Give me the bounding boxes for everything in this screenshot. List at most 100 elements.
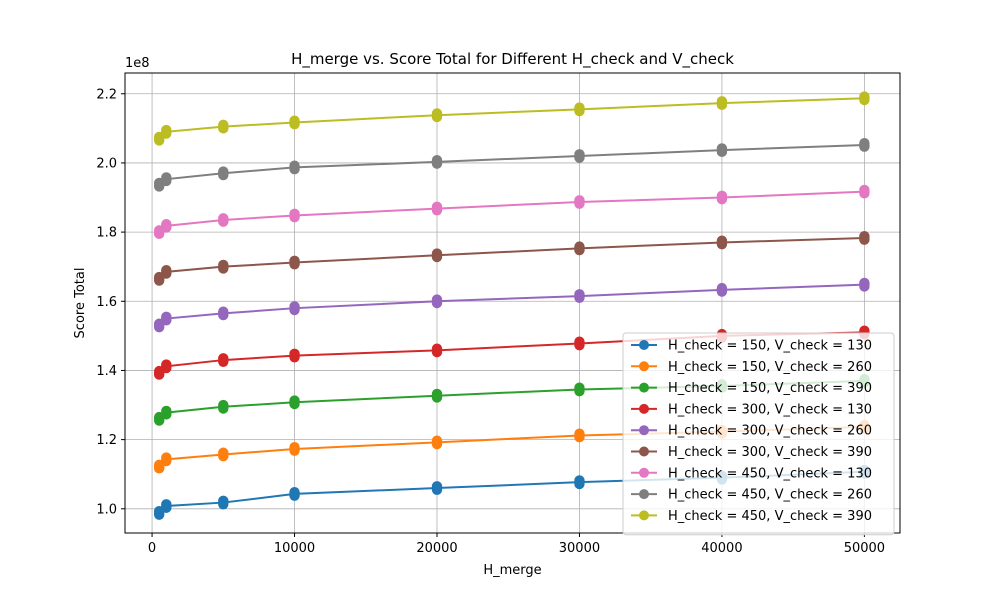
data-point bbox=[431, 388, 443, 400]
series-5 bbox=[153, 277, 870, 333]
legend-item: H_check = 150, V_check = 260 bbox=[631, 360, 872, 375]
legend-label: H_check = 300, V_check = 390 bbox=[668, 445, 872, 460]
data-point bbox=[574, 336, 585, 347]
y-tick-label: 1.2 bbox=[96, 433, 117, 448]
legend-item: H_check = 300, V_check = 130 bbox=[631, 402, 872, 417]
legend-item: H_check = 300, V_check = 390 bbox=[631, 445, 872, 460]
x-tick-label: 10000 bbox=[274, 541, 315, 556]
data-point bbox=[431, 294, 443, 305]
data-point bbox=[218, 259, 229, 271]
legend-item: H_check = 450, V_check = 260 bbox=[631, 488, 872, 503]
y-axis: 1.0 1.2 1.4 1.6 1.8 2.0 2.2 bbox=[96, 87, 125, 517]
plot-frame bbox=[124, 72, 901, 534]
x-tick-label: 50000 bbox=[844, 541, 885, 556]
legend-item: H_check = 450, V_check = 130 bbox=[631, 466, 872, 481]
data-point bbox=[431, 343, 443, 354]
data-point bbox=[716, 282, 728, 294]
data-point bbox=[431, 154, 443, 166]
data-point bbox=[859, 138, 870, 149]
data-point bbox=[859, 231, 870, 242]
y-tick-label: 1.0 bbox=[96, 502, 117, 517]
data-point bbox=[859, 277, 870, 289]
series-line bbox=[158, 143, 865, 186]
data-point bbox=[218, 495, 229, 507]
data-point bbox=[218, 166, 229, 177]
x-tick-label: 40000 bbox=[701, 541, 742, 556]
legend-swatch-marker bbox=[639, 340, 649, 350]
x-axis-label: H_merge bbox=[483, 563, 541, 578]
legend-swatch-marker bbox=[639, 382, 649, 393]
data-point bbox=[161, 405, 172, 417]
data-point bbox=[161, 359, 172, 370]
data-point bbox=[161, 218, 172, 230]
data-point bbox=[161, 311, 172, 323]
y-tick-label: 1.6 bbox=[96, 295, 117, 310]
data-point bbox=[218, 213, 229, 224]
legend-label: H_check = 450, V_check = 390 bbox=[668, 509, 872, 524]
data-point bbox=[161, 124, 172, 136]
legend-box bbox=[622, 332, 895, 536]
series-9 bbox=[153, 91, 870, 146]
legend-label: H_check = 450, V_check = 260 bbox=[668, 488, 872, 503]
series-line bbox=[158, 190, 865, 233]
data-point bbox=[431, 481, 443, 492]
series-6 bbox=[153, 231, 870, 286]
data-point bbox=[431, 108, 443, 119]
series-line bbox=[158, 236, 865, 280]
data-point bbox=[574, 195, 585, 206]
data-point bbox=[859, 91, 870, 102]
data-point bbox=[218, 119, 229, 131]
y-tick-label: 1.4 bbox=[96, 364, 117, 379]
data-point bbox=[161, 499, 172, 510]
legend-swatch-marker bbox=[639, 510, 649, 521]
legend-item: H_check = 150, V_check = 390 bbox=[631, 381, 872, 396]
legend-label: H_check = 300, V_check = 130 bbox=[668, 402, 872, 417]
data-point bbox=[574, 475, 585, 486]
data-point bbox=[289, 301, 300, 312]
chart-title: H_merge vs. Score Total for Different H_… bbox=[291, 50, 734, 69]
data-point bbox=[218, 399, 229, 411]
data-point bbox=[574, 382, 585, 393]
data-point bbox=[574, 428, 585, 439]
data-point bbox=[431, 201, 443, 213]
data-point bbox=[161, 172, 172, 183]
data-point bbox=[289, 255, 300, 267]
y-tick-label: 2.0 bbox=[96, 156, 117, 171]
data-point bbox=[161, 452, 172, 463]
data-point bbox=[289, 160, 300, 171]
x-tick-label: 20000 bbox=[416, 541, 457, 556]
data-point bbox=[574, 241, 585, 252]
legend-item: H_check = 150, V_check = 130 bbox=[631, 339, 872, 354]
x-tick-label: 30000 bbox=[559, 541, 600, 556]
data-point bbox=[289, 348, 300, 360]
y-axis-label: Score Total bbox=[73, 268, 88, 339]
y-tick-label: 1.8 bbox=[96, 226, 117, 241]
series-7 bbox=[153, 184, 870, 240]
data-point bbox=[574, 102, 585, 113]
data-point bbox=[218, 447, 229, 458]
legend-swatch-marker bbox=[639, 403, 649, 414]
data-point bbox=[161, 264, 172, 276]
data-point bbox=[289, 115, 300, 126]
legend-label: H_check = 150, V_check = 130 bbox=[668, 339, 872, 354]
data-point bbox=[289, 442, 300, 453]
data-point bbox=[431, 248, 443, 259]
x-tick-label: 0 bbox=[148, 541, 156, 556]
x-axis: 0 10000 20000 30000 40000 50000 bbox=[148, 533, 885, 556]
data-point bbox=[574, 289, 585, 300]
legend-swatch-marker bbox=[639, 446, 649, 457]
data-point bbox=[716, 96, 728, 107]
data-point bbox=[716, 143, 728, 154]
legend-swatch-marker bbox=[639, 361, 649, 372]
data-point bbox=[859, 184, 870, 196]
data-point bbox=[218, 306, 229, 317]
legend-swatch-marker bbox=[639, 425, 649, 436]
data-point bbox=[716, 235, 728, 246]
legend-item: H_check = 450, V_check = 390 bbox=[631, 509, 872, 524]
data-point bbox=[431, 435, 443, 446]
series-line bbox=[158, 97, 865, 140]
legend-item: H_check = 300, V_check = 260 bbox=[631, 424, 872, 439]
data-point bbox=[289, 208, 300, 219]
data-point bbox=[716, 190, 728, 201]
